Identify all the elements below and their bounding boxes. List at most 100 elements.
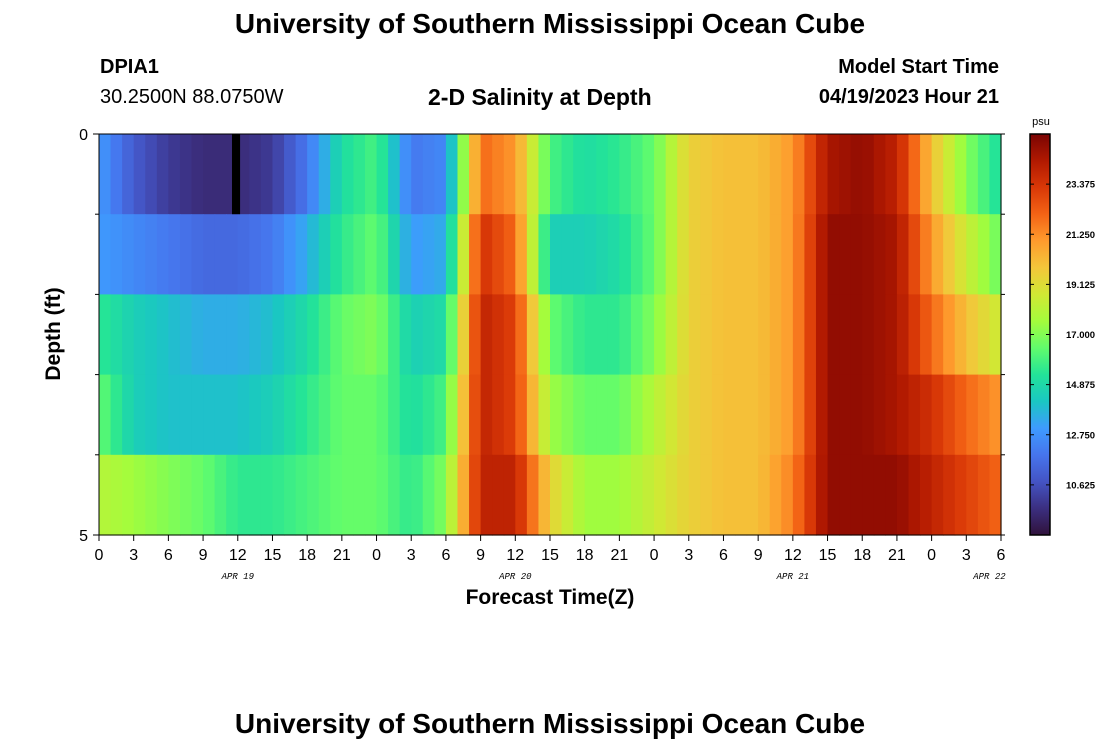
- heatmap-cell: [445, 454, 459, 536]
- heatmap-cell: [376, 454, 389, 536]
- heatmap-cell: [191, 214, 204, 295]
- heatmap-cell: [584, 454, 597, 536]
- heatmap-cell: [665, 374, 678, 456]
- heatmap-cell: [839, 454, 852, 536]
- heatmap-cell: [284, 134, 297, 215]
- heatmap-cell: [862, 454, 875, 536]
- heatmap-cell: [492, 214, 505, 295]
- heatmap-cell: [896, 374, 910, 456]
- heatmap-cell: [839, 214, 852, 295]
- heatmap-cell: [272, 214, 285, 295]
- heatmap-cell: [665, 214, 678, 295]
- heatmap-cell: [434, 134, 447, 215]
- heatmap-cell: [700, 214, 713, 295]
- heatmap-cell: [411, 134, 424, 215]
- heatmap-cell: [908, 134, 921, 215]
- heatmap-cell: [619, 214, 632, 295]
- heatmap-cell: [399, 214, 412, 295]
- heatmap-cell: [434, 214, 447, 295]
- heatmap-cell: [469, 454, 482, 536]
- heatmap-cell: [457, 454, 470, 536]
- y-tick-label: 5: [79, 528, 88, 545]
- heatmap-cell: [619, 294, 632, 376]
- heatmap-cell: [145, 214, 158, 295]
- heatmap-cell: [318, 294, 331, 376]
- heatmap-cell: [746, 214, 759, 295]
- heatmap-cell: [133, 374, 146, 456]
- x-tick-label: 18: [298, 547, 316, 564]
- heatmap-cell: [966, 454, 979, 536]
- heatmap-cell: [122, 374, 135, 456]
- heatmap-cell: [411, 454, 424, 536]
- heatmap-cell: [550, 134, 563, 215]
- heatmap-cell: [203, 454, 216, 536]
- heatmap-cell: [977, 214, 991, 295]
- heatmap-cell: [711, 374, 725, 456]
- heatmap-cell: [896, 214, 910, 295]
- heatmap-cell: [469, 134, 482, 215]
- heatmap-cell: [723, 454, 736, 536]
- heatmap-cell: [168, 214, 181, 295]
- heatmap-cell: [445, 294, 459, 376]
- heatmap-cell: [943, 374, 956, 456]
- heatmap-cell: [226, 454, 239, 536]
- heatmap-cell: [457, 134, 470, 215]
- heatmap-cell: [769, 374, 782, 456]
- heatmap-cell: [908, 374, 921, 456]
- heatmap-cell: [769, 454, 782, 536]
- heatmap-cell: [642, 214, 655, 295]
- heatmap-cell: [792, 134, 806, 215]
- heatmap-cell: [862, 294, 875, 376]
- heatmap-cell: [931, 214, 944, 295]
- heatmap-cell: [145, 374, 158, 456]
- heatmap-cell: [330, 294, 343, 376]
- heatmap-cell: [295, 454, 308, 536]
- heatmap-cell: [145, 454, 158, 536]
- heatmap-cell: [781, 134, 794, 215]
- heatmap-cell: [596, 214, 609, 295]
- heatmap-cell: [295, 214, 308, 295]
- heatmap-cell: [399, 134, 412, 215]
- heatmap-cell: [781, 294, 794, 376]
- heatmap-cell: [700, 454, 713, 536]
- heatmap-cell: [538, 374, 551, 456]
- heatmap-cell: [908, 294, 921, 376]
- heatmap-cell: [388, 214, 401, 295]
- heatmap-cell: [758, 214, 771, 295]
- heatmap-cell: [654, 134, 667, 215]
- heatmap-cell: [989, 214, 1002, 295]
- heatmap-cell: [758, 374, 771, 456]
- heatmap-cell: [503, 294, 516, 376]
- heatmap-cell: [966, 374, 979, 456]
- heatmap-cell: [954, 294, 967, 376]
- day-labels: APR 19 APR 20 APR 21 APR 22: [221, 572, 1007, 582]
- heatmap-cell: [630, 374, 644, 456]
- heatmap-cell: [642, 294, 655, 376]
- heatmap-cell: [827, 134, 840, 215]
- heatmap-cell: [584, 374, 597, 456]
- heatmap-cell: [943, 454, 956, 536]
- x-tick-label: 15: [541, 547, 559, 564]
- heatmap-cell: [677, 374, 690, 456]
- heatmap-cell: [711, 294, 725, 376]
- heatmap-cell: [503, 454, 516, 536]
- heatmap-cell: [110, 134, 123, 215]
- heatmap-cell: [307, 294, 320, 376]
- x-tick-label: 18: [853, 547, 871, 564]
- heatmap-cell: [573, 214, 586, 295]
- heatmap-cell: [376, 374, 389, 456]
- heatmap-cell: [249, 374, 262, 456]
- x-tick-label: 12: [506, 547, 524, 564]
- heatmap-cell: [469, 294, 482, 376]
- heatmap-cell: [492, 374, 505, 456]
- heatmap-cell: [538, 214, 551, 295]
- heatmap-cell: [434, 374, 447, 456]
- colorbar-tick-label: 17.000: [1066, 330, 1095, 341]
- heatmap-cell: [272, 454, 285, 536]
- heatmap-cell: [607, 374, 620, 456]
- heatmap-cell: [480, 454, 493, 536]
- heatmap-cell: [168, 134, 181, 215]
- heatmap-cell: [746, 454, 759, 536]
- heatmap-cell: [388, 134, 401, 215]
- heatmap-cell: [214, 294, 227, 376]
